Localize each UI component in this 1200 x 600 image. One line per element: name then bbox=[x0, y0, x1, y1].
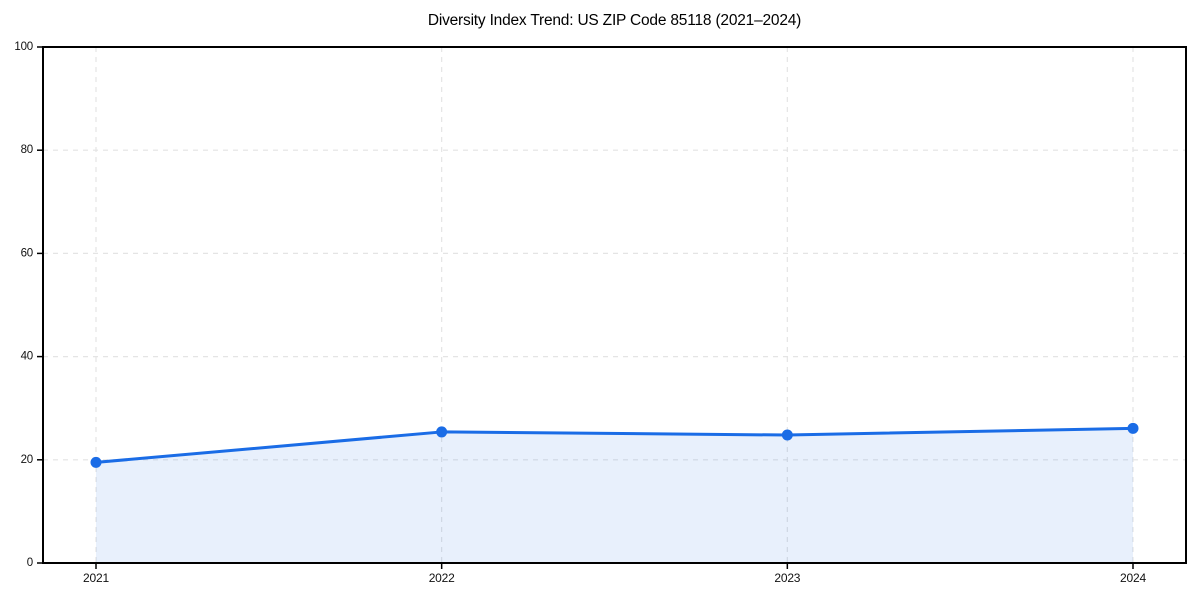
data-point-marker bbox=[436, 426, 448, 438]
y-tick-label: 0 bbox=[27, 557, 33, 569]
x-tick-label: 2022 bbox=[429, 571, 455, 585]
y-tick-label: 40 bbox=[21, 351, 33, 363]
x-tick-label: 2023 bbox=[774, 571, 800, 585]
y-tick-label: 20 bbox=[21, 454, 33, 466]
data-point-marker bbox=[781, 429, 793, 441]
x-tick-label: 2021 bbox=[83, 571, 109, 585]
chart-title: Diversity Index Trend: US ZIP Code 85118… bbox=[427, 12, 802, 29]
trend-line bbox=[94, 426, 1135, 464]
area-fill bbox=[96, 428, 1133, 563]
plot-border bbox=[42, 46, 1187, 564]
y-tick-label: 60 bbox=[21, 247, 33, 259]
y-tick-label: 100 bbox=[14, 41, 33, 53]
x-tick-label: 2024 bbox=[1120, 571, 1146, 585]
data-point-marker bbox=[1127, 422, 1139, 434]
y-tick-label: 80 bbox=[21, 144, 33, 156]
data-point-marker bbox=[90, 456, 102, 468]
